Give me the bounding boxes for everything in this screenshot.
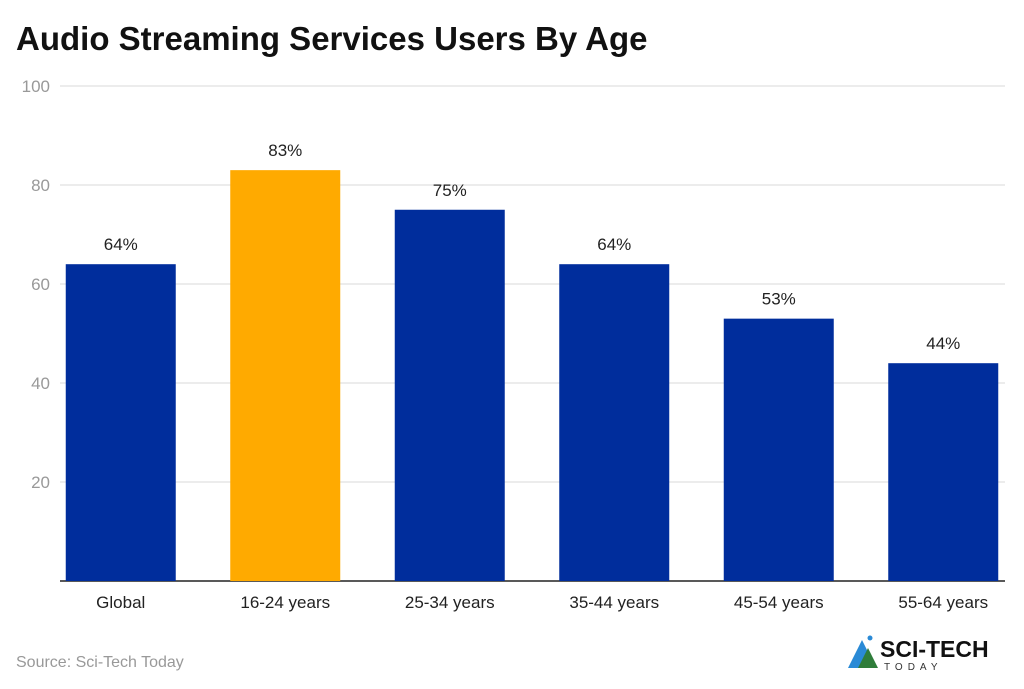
bar — [888, 363, 999, 581]
data-label: 44% — [926, 334, 960, 353]
logo-subtext: TODAY — [884, 662, 943, 673]
data-label: 83% — [268, 141, 302, 160]
x-tick-label: 35-44 years — [569, 593, 659, 612]
x-tick-label: Global — [96, 593, 145, 612]
y-tick-label: 20 — [31, 473, 50, 492]
bar — [394, 209, 505, 581]
x-tick-label: 55-64 years — [898, 593, 988, 612]
data-label: 64% — [104, 235, 138, 254]
y-tick-label: 100 — [22, 77, 50, 96]
bar — [65, 264, 176, 581]
y-tick-label: 40 — [31, 374, 50, 393]
data-label: 75% — [433, 181, 467, 200]
logo-text: SCI-TECH — [880, 636, 989, 662]
x-tick-label: 16-24 years — [240, 593, 330, 612]
data-label: 64% — [597, 235, 631, 254]
source-note: Source: Sci-Tech Today — [16, 654, 184, 671]
sci-tech-logo: SCI-TECH TODAY — [848, 635, 989, 673]
x-tick-label: 45-54 years — [734, 593, 824, 612]
data-label: 53% — [762, 290, 796, 309]
chart-title: Audio Streaming Services Users By Age — [16, 20, 648, 57]
bar — [559, 264, 670, 581]
bar — [230, 170, 341, 581]
bar — [723, 318, 834, 581]
y-tick-label: 80 — [31, 176, 50, 195]
x-tick-label: 25-34 years — [405, 593, 495, 612]
y-tick-label: 60 — [31, 275, 50, 294]
